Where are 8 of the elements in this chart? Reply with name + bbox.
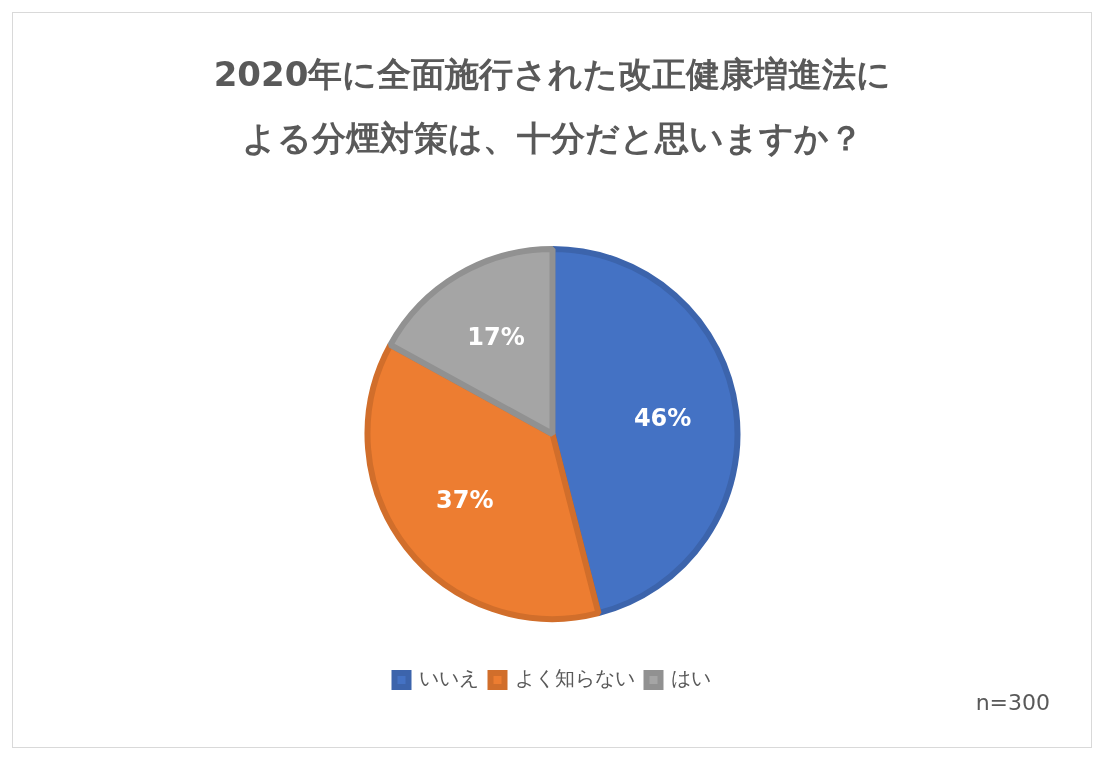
text: n=300 (975, 690, 1050, 715)
data-label: 37% (436, 486, 494, 515)
legend-label: いいえ (418, 666, 479, 691)
data-label: 46% (633, 404, 692, 433)
legend-label: よく知らない (514, 666, 635, 691)
legend-label: はい (670, 666, 711, 691)
data-label: 17% (467, 322, 525, 351)
chart-title: 2020年に全面施行された改正健康増進法による分煙対策は、十分だと思いますか？ (212, 53, 893, 160)
